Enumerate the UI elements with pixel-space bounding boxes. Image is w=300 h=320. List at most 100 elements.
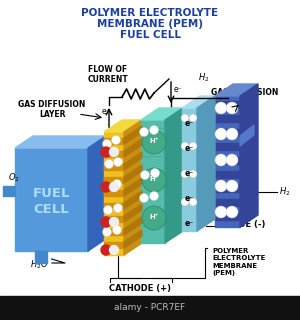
Circle shape [226,128,238,140]
Polygon shape [124,191,142,209]
Polygon shape [240,84,258,227]
Bar [215,129,240,136]
Polygon shape [141,108,183,120]
Text: H⁺: H⁺ [149,138,159,144]
Circle shape [149,125,158,134]
Circle shape [181,114,189,122]
Circle shape [215,128,227,140]
Circle shape [110,148,118,156]
Text: e⁻: e⁻ [185,118,194,127]
Circle shape [110,182,118,191]
Text: e⁻: e⁻ [185,143,194,153]
Circle shape [140,127,148,137]
Polygon shape [124,139,142,157]
Circle shape [113,157,122,166]
Circle shape [215,102,227,114]
Circle shape [140,194,148,203]
Bar [215,101,240,108]
Bar [141,120,165,243]
Text: e⁻: e⁻ [185,219,194,228]
Circle shape [181,170,189,178]
Polygon shape [124,204,142,222]
Circle shape [112,135,121,145]
Bar [215,185,240,192]
Circle shape [101,182,111,192]
Polygon shape [165,108,183,243]
Polygon shape [35,251,47,263]
Circle shape [189,170,197,178]
Circle shape [142,206,166,230]
Bar [104,177,124,183]
Text: CATHODE (+): CATHODE (+) [109,284,171,293]
Circle shape [149,191,158,201]
Text: e⁻: e⁻ [174,85,183,94]
Polygon shape [3,186,15,196]
Polygon shape [124,217,142,235]
Circle shape [113,204,122,212]
Text: $H_2O$: $H_2O$ [30,259,49,271]
Bar [182,108,197,231]
Text: MEMBRANE (PEM): MEMBRANE (PEM) [97,19,203,29]
Polygon shape [215,84,258,96]
Circle shape [140,171,149,180]
Bar [215,213,240,220]
Polygon shape [124,230,142,248]
Circle shape [181,198,189,206]
Circle shape [151,169,160,178]
Text: $H_2$: $H_2$ [279,186,290,198]
Bar [215,199,240,206]
Text: ANODE (-): ANODE (-) [218,220,266,228]
Circle shape [189,142,197,150]
Circle shape [142,130,166,154]
Bar [104,229,124,235]
Bar [0,296,300,320]
Polygon shape [124,120,142,255]
Polygon shape [88,136,106,251]
Circle shape [189,114,197,122]
Circle shape [112,180,122,188]
Bar [104,242,124,248]
Polygon shape [197,96,215,231]
Polygon shape [124,126,142,144]
Text: e⁻: e⁻ [102,107,111,116]
Circle shape [215,180,227,192]
Circle shape [181,142,189,150]
Circle shape [215,206,227,218]
Circle shape [142,168,166,192]
Circle shape [215,154,227,166]
Bar [104,138,124,144]
Text: FLOW OF
CURRENT: FLOW OF CURRENT [88,65,128,84]
Bar [215,171,240,178]
Circle shape [103,205,112,214]
Circle shape [110,245,118,254]
Circle shape [103,228,112,236]
Circle shape [226,154,238,166]
Text: GAS DIFFUSION
LAYER: GAS DIFFUSION LAYER [211,88,279,108]
Text: alamy - PCR7EF: alamy - PCR7EF [114,303,186,313]
Text: GAS DIFFUSION
LAYER: GAS DIFFUSION LAYER [18,100,86,119]
Bar [104,216,124,222]
Text: e⁻: e⁻ [185,169,194,178]
Circle shape [226,102,238,114]
Bar [215,157,240,164]
Circle shape [110,218,118,227]
Bar [15,148,88,251]
Bar [215,115,240,122]
Bar [104,203,124,209]
Circle shape [226,180,238,192]
Polygon shape [104,120,142,132]
Text: H⁺: H⁺ [149,176,159,182]
Polygon shape [124,152,142,170]
Text: POLYMER ELECTROLYTE: POLYMER ELECTROLYTE [81,8,219,18]
Circle shape [103,140,112,148]
Bar [215,143,240,150]
Bar [104,151,124,157]
Text: FUEL CELL: FUEL CELL [119,30,181,40]
Polygon shape [182,96,215,108]
Polygon shape [15,136,106,148]
Text: $O_2$: $O_2$ [8,172,20,184]
Circle shape [101,147,111,157]
Bar [104,164,124,170]
Polygon shape [240,125,254,146]
Text: $H_2$: $H_2$ [198,72,209,84]
